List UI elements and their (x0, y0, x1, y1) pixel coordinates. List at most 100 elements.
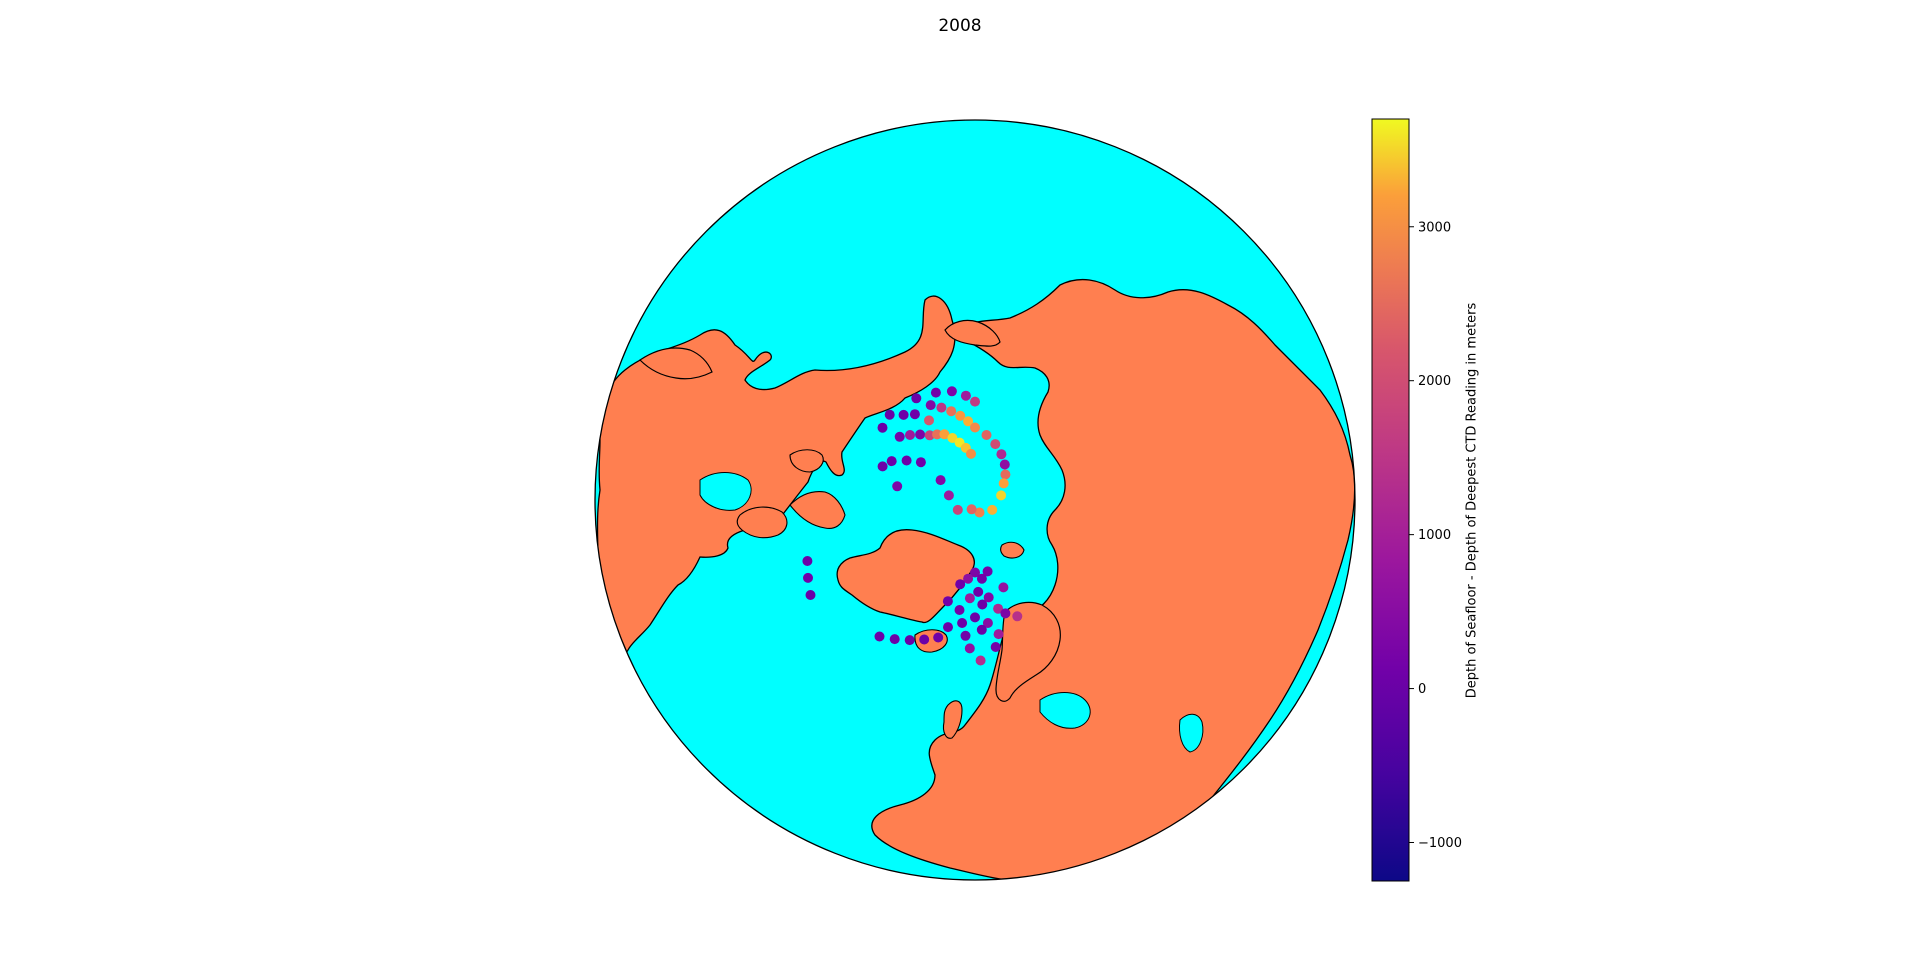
svalbard-land (1000, 541, 1025, 559)
hudson-bay (699, 472, 752, 511)
ctd-point (946, 406, 957, 417)
ctd-point (915, 429, 926, 440)
ctd-point (905, 430, 915, 440)
ctd-point (990, 642, 1001, 652)
ctd-point (960, 390, 971, 401)
north-america-land (596, 295, 956, 656)
ctd-point (954, 605, 965, 615)
ctd-point (970, 396, 980, 407)
ctd-point (943, 490, 954, 501)
ctd-point (966, 448, 976, 459)
ctd-point (993, 629, 1004, 640)
ctd-point (998, 582, 1009, 593)
baltic-sea (1039, 692, 1091, 729)
baffin-island-land (736, 506, 788, 539)
ctd-point (952, 504, 963, 515)
ctd-point (919, 634, 930, 645)
ctd-point (942, 596, 953, 607)
chart-title: 2008 (938, 16, 982, 36)
ctd-point (904, 635, 915, 646)
colorbar-tick-label: 3000 (1418, 220, 1451, 235)
ctd-point (1012, 611, 1023, 622)
ctd-point (1000, 469, 1011, 480)
ctd-point (964, 593, 975, 604)
ctd-point (970, 612, 980, 623)
ctd-point (982, 618, 993, 628)
ctd-point (973, 586, 984, 597)
ctd-point (901, 455, 912, 466)
ctd-point (975, 655, 986, 666)
colorbar-tick-label: 2000 (1418, 374, 1451, 389)
ctd-point (998, 478, 1009, 489)
ctd-point (946, 386, 957, 397)
ctd-scatter-points (802, 386, 1023, 666)
eurasia-land (871, 278, 1355, 880)
ctd-point (970, 567, 980, 578)
ctd-point (805, 590, 816, 600)
ctd-point (976, 573, 987, 584)
ctd-point (925, 400, 936, 411)
ctd-point (935, 475, 946, 486)
ctd-point (977, 599, 988, 610)
ctd-point (970, 422, 980, 433)
ctd-point (960, 630, 971, 641)
ctd-point (1000, 608, 1011, 619)
ctd-point (930, 387, 941, 398)
ctd-point (802, 556, 813, 566)
ctd-point (877, 461, 888, 472)
ellesmere-island-land (789, 491, 846, 529)
ctd-point (974, 507, 985, 518)
ctd-point (993, 603, 1004, 614)
alaska-land (639, 347, 713, 380)
siberia-land (944, 319, 1001, 347)
ctd-point (955, 579, 966, 590)
ctd-point (943, 622, 953, 633)
ctd-point (894, 431, 905, 442)
ctd-point (884, 409, 895, 420)
colorbar-tick-label: 0 (1418, 682, 1426, 697)
ctd-point (963, 573, 974, 584)
ctd-point (886, 456, 897, 467)
ctd-point (909, 409, 920, 420)
ctd-point (936, 402, 947, 413)
ctd-point (915, 457, 926, 468)
ctd-point (963, 416, 974, 427)
ctd-point (982, 566, 993, 577)
colorbar-tick-label: 1000 (1418, 528, 1451, 543)
ctd-point (947, 433, 958, 443)
ctd-point (933, 632, 944, 643)
ctd-point (999, 459, 1010, 470)
ctd-point (874, 631, 885, 642)
uk-land (942, 700, 963, 739)
scandinavia-land (995, 601, 1061, 702)
caspian-sea (1179, 713, 1204, 753)
ctd-point (983, 592, 994, 603)
ctd-point (957, 618, 968, 628)
ctd-point (996, 490, 1007, 501)
globe-outline (594, 119, 1356, 881)
ctd-point (976, 624, 987, 635)
ctd-point (877, 422, 888, 433)
colorbar (1371, 118, 1410, 882)
ctd-point (990, 439, 1001, 450)
ctd-point (911, 393, 922, 404)
landmasses (596, 278, 1355, 880)
ctd-point (889, 634, 900, 645)
ctd-point (981, 430, 992, 440)
ctd-point (955, 410, 966, 421)
ctd-point (939, 429, 950, 440)
ctd-point (924, 415, 934, 426)
ctd-point (964, 643, 975, 654)
ctd-point (996, 449, 1007, 460)
ctd-point (803, 572, 813, 583)
ctd-point (924, 430, 935, 441)
victoria-island-land (789, 449, 824, 473)
colorbar-tick-label: −1000 (1418, 836, 1462, 851)
colorbar-label: Depth of Seafloor - Depth of Deepest CTD… (1464, 302, 1480, 698)
colorbar-ticks: 3000 2000 1000 0 −1000 (1409, 220, 1462, 851)
ctd-point (987, 504, 998, 515)
greenland-land (836, 529, 975, 624)
ctd-point (892, 481, 903, 492)
ctd-point (966, 504, 977, 515)
